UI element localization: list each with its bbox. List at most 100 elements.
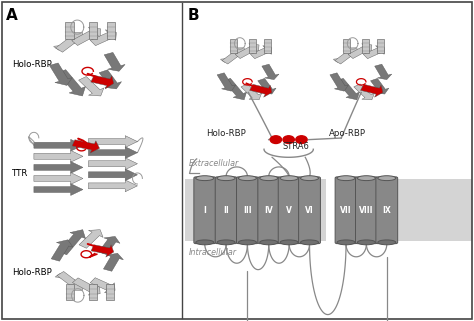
- Polygon shape: [103, 253, 123, 271]
- Ellipse shape: [301, 240, 319, 245]
- Polygon shape: [371, 78, 389, 94]
- Polygon shape: [337, 78, 359, 100]
- Polygon shape: [73, 278, 100, 295]
- Polygon shape: [374, 64, 392, 80]
- Polygon shape: [104, 52, 125, 71]
- Text: TTR: TTR: [12, 169, 28, 178]
- FancyBboxPatch shape: [237, 177, 258, 244]
- FancyBboxPatch shape: [356, 177, 377, 244]
- Polygon shape: [99, 236, 120, 255]
- Ellipse shape: [217, 176, 235, 181]
- Polygon shape: [354, 84, 374, 100]
- Bar: [362, 39, 369, 53]
- Polygon shape: [88, 158, 137, 169]
- Ellipse shape: [260, 240, 278, 245]
- Polygon shape: [258, 78, 276, 94]
- Text: I: I: [203, 206, 206, 215]
- Polygon shape: [217, 73, 236, 91]
- Circle shape: [270, 136, 282, 143]
- Polygon shape: [88, 169, 137, 181]
- FancyBboxPatch shape: [215, 177, 237, 244]
- Polygon shape: [90, 278, 115, 293]
- Bar: [343, 39, 350, 53]
- FancyBboxPatch shape: [335, 177, 357, 244]
- Text: II: II: [223, 206, 229, 215]
- Polygon shape: [235, 44, 259, 58]
- Bar: [107, 22, 115, 39]
- Polygon shape: [34, 161, 83, 173]
- Ellipse shape: [337, 176, 355, 181]
- Ellipse shape: [196, 176, 214, 181]
- Bar: [89, 22, 97, 39]
- Polygon shape: [57, 70, 85, 96]
- Ellipse shape: [301, 176, 319, 181]
- Text: VIII: VIII: [359, 206, 374, 215]
- Text: STRA6: STRA6: [282, 142, 309, 151]
- Text: Holo-RBP: Holo-RBP: [12, 268, 52, 277]
- Bar: [249, 39, 256, 53]
- Polygon shape: [241, 84, 262, 100]
- Polygon shape: [55, 32, 83, 52]
- Polygon shape: [330, 73, 348, 91]
- Ellipse shape: [357, 176, 375, 181]
- FancyBboxPatch shape: [376, 177, 398, 244]
- Polygon shape: [364, 46, 385, 59]
- Bar: [65, 22, 73, 39]
- Bar: [89, 284, 97, 300]
- Bar: [106, 284, 114, 300]
- Text: Extracellular: Extracellular: [189, 159, 239, 168]
- Polygon shape: [72, 28, 100, 46]
- Polygon shape: [250, 84, 272, 97]
- Ellipse shape: [238, 240, 256, 245]
- Ellipse shape: [260, 176, 278, 181]
- Polygon shape: [335, 48, 358, 64]
- Polygon shape: [88, 147, 137, 159]
- Polygon shape: [222, 48, 245, 64]
- Polygon shape: [59, 230, 85, 255]
- Polygon shape: [79, 230, 103, 248]
- Bar: [264, 39, 271, 53]
- Ellipse shape: [378, 176, 396, 181]
- Ellipse shape: [238, 176, 256, 181]
- Text: Holo-RBP: Holo-RBP: [12, 60, 52, 69]
- Bar: [230, 39, 237, 53]
- Circle shape: [296, 136, 307, 143]
- Bar: [377, 39, 384, 53]
- FancyBboxPatch shape: [299, 177, 320, 244]
- Text: Intracellular: Intracellular: [189, 248, 237, 257]
- Polygon shape: [91, 245, 114, 257]
- FancyBboxPatch shape: [258, 177, 280, 244]
- Bar: [185, 179, 326, 241]
- Bar: [66, 284, 74, 300]
- Polygon shape: [34, 184, 83, 195]
- Polygon shape: [34, 151, 83, 162]
- Text: III: III: [243, 206, 252, 215]
- Ellipse shape: [337, 240, 355, 245]
- Circle shape: [283, 136, 294, 143]
- Ellipse shape: [357, 240, 375, 245]
- Text: V: V: [286, 206, 292, 215]
- Bar: [338, 179, 472, 241]
- Text: Apo-RBP: Apo-RBP: [329, 129, 366, 138]
- FancyBboxPatch shape: [194, 177, 216, 244]
- Polygon shape: [49, 63, 72, 85]
- Ellipse shape: [280, 240, 298, 245]
- Polygon shape: [51, 240, 73, 261]
- Text: Holo-RBP: Holo-RBP: [206, 129, 246, 138]
- Polygon shape: [361, 84, 383, 97]
- Ellipse shape: [196, 240, 214, 245]
- Polygon shape: [91, 30, 117, 46]
- Text: A: A: [6, 8, 18, 23]
- Polygon shape: [88, 180, 137, 192]
- Polygon shape: [262, 64, 279, 80]
- Polygon shape: [79, 76, 104, 96]
- Polygon shape: [348, 44, 372, 58]
- Polygon shape: [57, 272, 84, 290]
- Polygon shape: [88, 136, 137, 147]
- Polygon shape: [34, 173, 83, 184]
- Ellipse shape: [217, 240, 235, 245]
- Polygon shape: [72, 140, 100, 153]
- Polygon shape: [251, 46, 272, 59]
- FancyBboxPatch shape: [278, 177, 300, 244]
- Text: IX: IX: [383, 206, 391, 215]
